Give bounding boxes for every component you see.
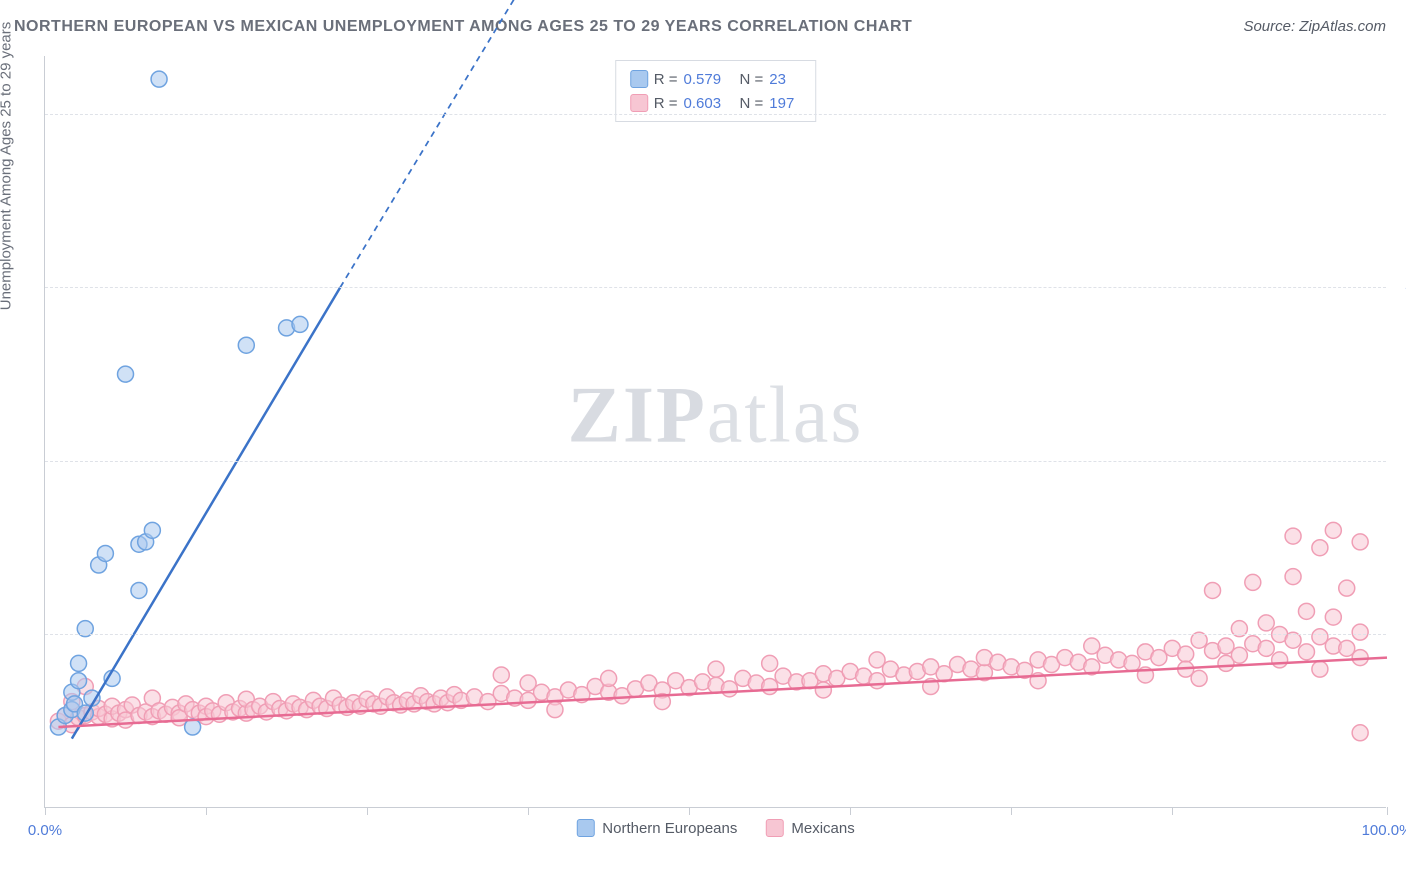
legend-label: Northern Europeans — [602, 820, 737, 837]
chart-title: NORTHERN EUROPEAN VS MEXICAN UNEMPLOYMEN… — [14, 18, 912, 36]
legend-item-0: Northern Europeans — [576, 819, 737, 837]
gridline — [45, 634, 1386, 635]
gridline — [45, 114, 1386, 115]
legend-swatch-icon — [765, 819, 783, 837]
plot-svg — [45, 56, 1386, 807]
x-tick — [1011, 807, 1012, 815]
series-legend: Northern Europeans Mexicans — [576, 819, 854, 837]
y-axis-label: Unemployment Among Ages 25 to 29 years — [0, 22, 15, 311]
source-attribution: Source: ZipAtlas.com — [1243, 18, 1386, 35]
x-tick-label: 100.0% — [1362, 822, 1406, 839]
x-tick — [45, 807, 46, 815]
x-tick — [206, 807, 207, 815]
x-tick-label: 0.0% — [28, 822, 62, 839]
x-tick — [367, 807, 368, 815]
x-tick — [850, 807, 851, 815]
legend-item-1: Mexicans — [765, 819, 854, 837]
x-tick — [1387, 807, 1388, 815]
legend-swatch-icon — [576, 819, 594, 837]
x-tick — [689, 807, 690, 815]
x-tick — [1172, 807, 1173, 815]
x-tick — [528, 807, 529, 815]
gridline — [45, 287, 1386, 288]
plot-area: ZIPatlas R = 0.579 N = 23 R = 0.603 N = … — [44, 56, 1386, 808]
gridline — [45, 461, 1386, 462]
legend-label: Mexicans — [791, 820, 854, 837]
